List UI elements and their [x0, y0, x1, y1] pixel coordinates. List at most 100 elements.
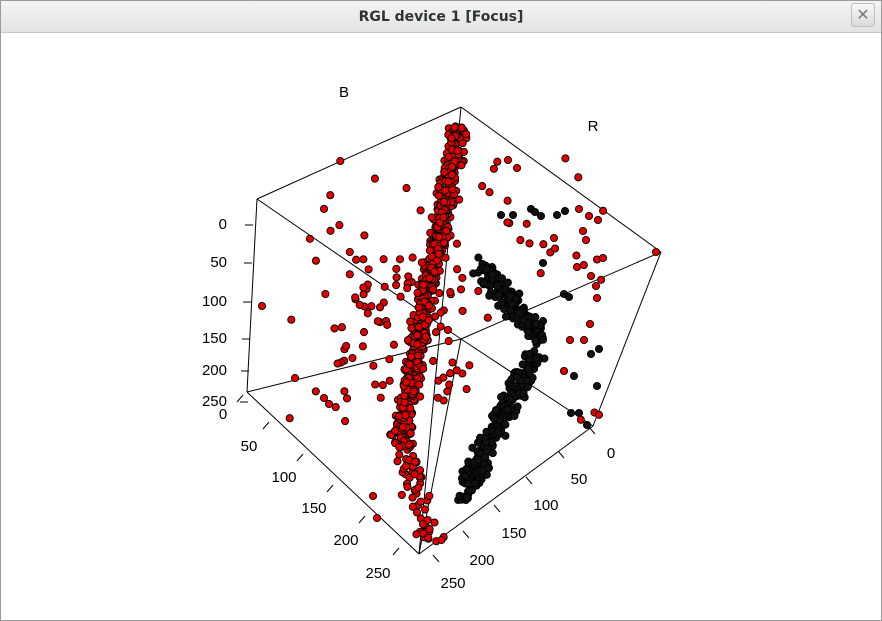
black-point — [564, 292, 574, 302]
black-point — [479, 278, 489, 287]
red-point — [425, 246, 434, 255]
red-point — [395, 255, 405, 264]
red-point — [290, 374, 300, 383]
red-point — [452, 366, 461, 375]
black-point — [536, 211, 546, 221]
red-point — [406, 404, 415, 413]
black-point — [492, 405, 501, 415]
red-point — [551, 244, 560, 253]
red-point — [585, 319, 595, 329]
red-point — [392, 273, 401, 282]
red-point — [379, 255, 388, 264]
red-point — [340, 387, 349, 396]
black-point — [531, 313, 540, 322]
close-button[interactable]: ✕ — [851, 3, 875, 27]
red-point — [414, 483, 423, 492]
red-point — [536, 269, 545, 278]
red-point — [368, 491, 378, 501]
black-point — [503, 405, 512, 414]
red-point — [437, 535, 446, 545]
red-point — [423, 515, 432, 525]
black-point — [469, 269, 478, 278]
red-point — [597, 275, 606, 284]
r-axis-label: R — [588, 118, 599, 135]
red-point — [439, 213, 448, 222]
black-point — [574, 408, 584, 418]
red-point — [408, 253, 417, 262]
b-axis-tick-label: 50 — [210, 254, 227, 271]
red-point — [393, 457, 402, 466]
red-point — [342, 341, 351, 351]
red-point — [435, 289, 444, 298]
black-point — [586, 349, 596, 359]
black-point — [497, 298, 506, 307]
red-point — [458, 306, 467, 315]
black-point — [523, 383, 532, 392]
black-point — [560, 206, 570, 216]
red-point — [549, 233, 559, 243]
axis-ticks — [236, 224, 596, 563]
red-point — [376, 393, 385, 402]
red-point — [360, 231, 369, 240]
black-point — [582, 420, 592, 430]
r-axis-tick — [588, 426, 596, 435]
red-point — [380, 282, 389, 291]
title-bar[interactable]: RGL device 1 [Focus] ✕ — [1, 1, 881, 33]
red-point — [503, 196, 512, 205]
g-axis-tick — [392, 547, 400, 556]
red-point — [401, 462, 411, 471]
red-point — [443, 325, 452, 334]
g-axis-tick-label: 250 — [365, 565, 390, 582]
red-point — [446, 369, 455, 378]
black-point — [525, 349, 534, 359]
r-axis-tick-label: 0 — [607, 445, 615, 462]
red-point — [446, 287, 455, 297]
r-axis-tick-label: 250 — [440, 575, 465, 592]
red-point — [448, 185, 457, 194]
red-point — [401, 411, 410, 420]
red-point — [420, 505, 430, 514]
red-point — [405, 360, 414, 369]
plot-area[interactable]: 0 50 100 150 200 250 0 50 100 150 200 250 0 50 100 150 2… — [1, 34, 881, 620]
close-icon: ✕ — [856, 5, 870, 24]
red-point — [456, 285, 466, 294]
g-axis-tick — [326, 484, 334, 493]
red-point — [429, 356, 438, 365]
red-point — [559, 366, 569, 376]
red-point — [424, 301, 434, 310]
red-point — [392, 264, 401, 273]
red-point — [367, 302, 376, 311]
red-point — [417, 258, 426, 267]
black-point — [499, 304, 509, 314]
red-point — [493, 157, 502, 166]
r-axis-tick — [462, 530, 470, 539]
red-point — [581, 235, 591, 245]
scatter3d-plot[interactable]: 0501001502002500501001502002500501001502… — [1, 34, 881, 620]
b-axis-tick-label: 150 — [202, 330, 227, 347]
red-point — [389, 340, 398, 349]
red-point — [478, 182, 487, 191]
red-point — [419, 364, 428, 373]
red-point — [462, 385, 471, 394]
red-point — [287, 315, 296, 324]
red-point — [324, 399, 334, 409]
red-point — [416, 392, 425, 401]
r-axis-tick — [432, 554, 440, 563]
red-point — [397, 490, 406, 499]
red-point — [359, 283, 368, 292]
red-point — [378, 381, 387, 390]
red-point — [462, 129, 471, 139]
red-point — [311, 256, 320, 265]
axis-labels: BR — [339, 84, 599, 135]
red-point — [407, 324, 416, 333]
axis-tick-labels: 0501001502002500501001502002500501001502… — [202, 216, 615, 592]
red-point — [257, 301, 267, 311]
red-point — [439, 396, 448, 405]
red-point — [593, 215, 603, 225]
black-point — [530, 207, 540, 217]
red-point — [403, 284, 412, 293]
red-point — [448, 358, 457, 367]
black-point — [488, 449, 497, 458]
black-point — [508, 210, 518, 220]
black-point — [473, 438, 482, 447]
